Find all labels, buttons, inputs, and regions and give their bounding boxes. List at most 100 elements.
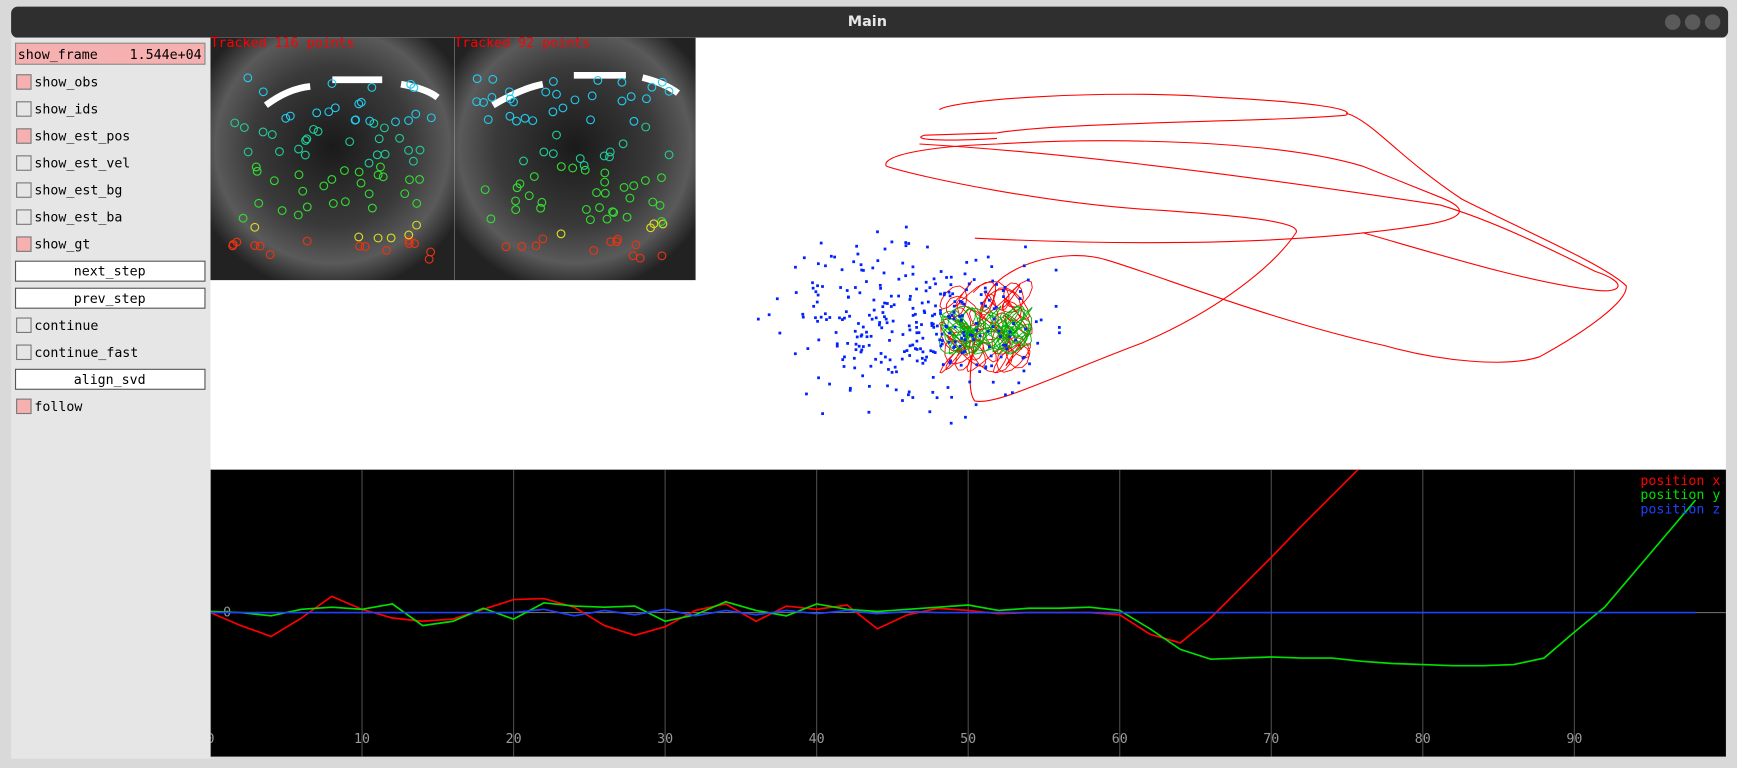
button[interactable] — [14, 368, 206, 390]
feature-point — [426, 113, 436, 123]
map-point — [854, 348, 858, 352]
map-point — [990, 265, 994, 269]
map-point — [1002, 295, 1005, 299]
feature-point — [252, 166, 262, 176]
feature-point — [548, 107, 558, 117]
maximize-button[interactable] — [1684, 14, 1701, 30]
map-point — [877, 323, 881, 327]
slider[interactable] — [14, 42, 206, 65]
x-tick-label: 70 — [1263, 732, 1279, 747]
map-point — [868, 313, 871, 317]
map-point — [907, 390, 911, 394]
feature-point — [412, 220, 422, 230]
checkbox-label: show_est_pos — [34, 130, 130, 145]
map-point — [821, 285, 824, 288]
map-point — [1004, 343, 1008, 347]
checkbox[interactable] — [16, 344, 32, 361]
map-point — [914, 347, 917, 350]
feature-point — [364, 189, 374, 199]
feature-point — [302, 134, 312, 144]
map-point — [935, 396, 939, 400]
feature-point — [599, 151, 609, 161]
feature-point — [602, 214, 612, 224]
feature-point — [511, 196, 520, 206]
feature-point — [379, 123, 389, 133]
feature-point — [309, 124, 318, 134]
feature-point — [664, 150, 674, 160]
checkbox[interactable] — [16, 182, 32, 198]
feature-point — [619, 182, 629, 192]
map-point — [778, 331, 782, 335]
feature-point — [480, 185, 490, 195]
map-point — [904, 274, 908, 278]
map-point — [828, 382, 831, 386]
minimize-button[interactable] — [1664, 14, 1681, 30]
feature-point — [626, 92, 636, 102]
feature-point — [539, 147, 549, 157]
map-point — [756, 317, 760, 321]
map-point — [829, 254, 833, 258]
feature-point — [556, 229, 566, 239]
checkbox[interactable] — [16, 128, 32, 144]
checkbox[interactable] — [16, 209, 32, 225]
map-point — [986, 329, 990, 333]
map-point — [907, 324, 911, 328]
map-point — [974, 321, 978, 325]
feature-point — [250, 241, 260, 250]
feature-point — [631, 240, 641, 250]
map-point — [908, 298, 912, 301]
checkbox[interactable] — [16, 236, 32, 252]
feature-point — [524, 191, 534, 201]
button[interactable] — [14, 260, 206, 282]
map-point — [1008, 330, 1012, 334]
legend-label: position z — [1640, 503, 1720, 518]
map-point — [815, 300, 819, 304]
feature-point — [294, 144, 304, 154]
map-point — [869, 364, 873, 368]
map-point — [1034, 320, 1038, 324]
feature-point — [479, 97, 488, 107]
feature-point — [345, 137, 355, 147]
map-point — [853, 329, 857, 333]
feature-point — [552, 89, 561, 99]
map-point — [811, 281, 814, 285]
map-point — [794, 265, 797, 269]
map-point — [939, 309, 942, 312]
map-point — [907, 242, 911, 245]
map-point — [878, 321, 882, 324]
map-point — [905, 349, 909, 352]
map-point — [950, 395, 954, 399]
map-point — [857, 344, 861, 348]
map-point — [867, 410, 871, 414]
map-point — [876, 259, 880, 263]
checkbox[interactable] — [16, 398, 32, 415]
checkbox[interactable] — [16, 317, 32, 333]
map-point — [987, 345, 991, 349]
checkbox[interactable] — [16, 101, 32, 117]
map-point — [965, 288, 968, 292]
map-point — [870, 317, 874, 321]
feature-point — [404, 145, 413, 155]
feature-point — [373, 233, 383, 243]
map-point — [963, 272, 967, 276]
feature-point — [486, 214, 496, 224]
feature-point — [537, 197, 547, 207]
checkbox-label: show_est_vel — [34, 157, 130, 172]
map-point — [1024, 327, 1027, 331]
feature-point — [324, 107, 334, 117]
checkbox[interactable] — [16, 155, 32, 171]
map-point — [855, 335, 859, 339]
map-point — [947, 340, 951, 344]
x-tick-label: 20 — [506, 732, 522, 747]
close-button[interactable] — [1704, 14, 1721, 30]
map-point — [952, 346, 956, 349]
checkbox[interactable] — [16, 74, 32, 90]
map-point — [935, 324, 939, 328]
map-point — [874, 316, 878, 320]
button[interactable] — [14, 287, 206, 309]
map-point — [886, 384, 889, 388]
map-point — [923, 311, 927, 314]
feature-point — [327, 79, 337, 88]
feature-point — [556, 162, 566, 171]
feature-point — [605, 152, 614, 162]
